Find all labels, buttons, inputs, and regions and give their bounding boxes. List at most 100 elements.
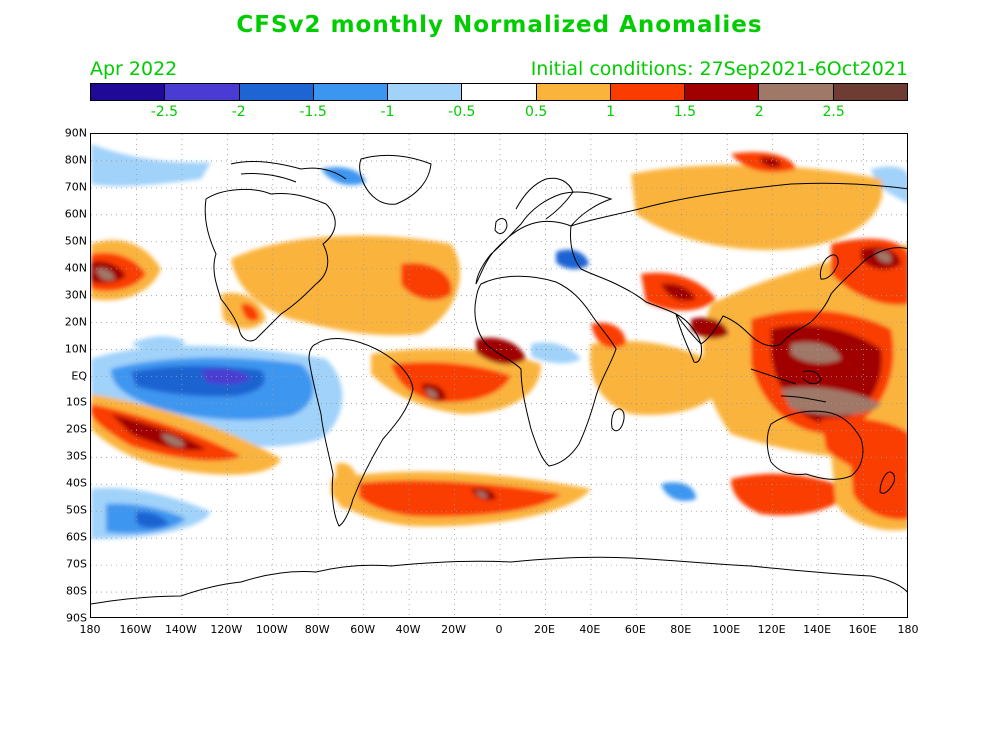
- latitude-label: 60S: [66, 530, 87, 544]
- neg-siberia: [871, 166, 907, 203]
- neg-polar-north-west: [91, 144, 211, 187]
- pos-west-pacific-brown-2: [781, 387, 881, 416]
- legend-label: 1: [606, 104, 615, 120]
- legend-swatch: [833, 84, 907, 100]
- legend-swatch: [536, 84, 611, 100]
- latitude-label: 40N: [64, 261, 87, 275]
- coast-japan: [819, 254, 839, 280]
- coast-new-zealand: [879, 471, 895, 494]
- coast-asia: [570, 182, 907, 347]
- legend-label: 0.5: [525, 104, 548, 120]
- coast-madagascar: [611, 408, 625, 432]
- map-canvas: [91, 134, 907, 617]
- legend-swatch: [91, 84, 166, 100]
- pos-gulf-guinea: [476, 337, 526, 365]
- longitude-label: 140E: [803, 623, 832, 636]
- longitude-label: 20E: [533, 623, 555, 636]
- latitude-label: 30S: [66, 449, 87, 463]
- color-legend-bar: [90, 83, 908, 101]
- pos-south-indian-far-red: [851, 462, 907, 520]
- neg-africa-east: [531, 342, 581, 364]
- longitude-label: 100E: [712, 623, 741, 636]
- latitude-label: 90N: [64, 126, 87, 140]
- pos-tropical-atlantic-red: [391, 362, 511, 403]
- neg-mid-pacific: [131, 336, 186, 351]
- longitude-label: 160W: [119, 623, 152, 636]
- graticule: [91, 134, 907, 617]
- longitude-label: 180: [897, 623, 919, 636]
- coast-australia: [766, 410, 864, 480]
- pos-south-indian-east: [731, 473, 851, 516]
- latitude-label: 20N: [64, 315, 87, 329]
- legend-label: -0.5: [448, 104, 476, 120]
- pos-arctic-core: [759, 157, 781, 168]
- pos-tropical-atlantic-brown: [426, 389, 438, 399]
- latitude-label: 50N: [64, 234, 87, 248]
- pos-indian-ocean: [590, 340, 731, 415]
- legend-swatch: [313, 84, 389, 100]
- pos-asia-north: [631, 164, 883, 250]
- legend-swatch: [388, 84, 463, 100]
- map-title: CFSv2 monthly Normalized Anomalies: [236, 12, 763, 38]
- coast-south-america: [308, 338, 414, 527]
- legend-swatch: [165, 84, 240, 100]
- latitude-label: 10S: [66, 395, 87, 409]
- longitude-label: 180: [79, 623, 101, 636]
- legend-label: 1.5: [673, 104, 697, 120]
- anomaly-shading: [91, 144, 907, 539]
- latitude-label: 80N: [64, 153, 87, 167]
- coast-british-isles: [494, 218, 508, 234]
- latitude-label: EQ: [71, 369, 87, 382]
- legend-label: 2: [754, 104, 764, 120]
- pos-north-pacific-brown: [876, 251, 892, 263]
- latitude-label: 30N: [64, 288, 87, 302]
- legend-label: -2: [231, 104, 246, 120]
- coast-india: [675, 313, 702, 363]
- longitude-label: 60E: [624, 623, 646, 636]
- coast-north-america: [204, 189, 336, 342]
- pos-north-atlantic-core: [401, 263, 452, 301]
- latitude-label: 40S: [66, 476, 87, 490]
- longitude-label: 100W: [255, 623, 288, 636]
- longitude-label: 20W: [441, 623, 466, 636]
- pos-north-atlantic: [231, 235, 460, 336]
- legend-swatch: [685, 84, 760, 100]
- initial-conditions: Initial conditions: 27Sep2021-6Oct2021: [530, 58, 908, 80]
- legend-swatch: [462, 84, 537, 100]
- pos-australia-east: [821, 417, 907, 476]
- longitude-label: 0: [495, 623, 503, 636]
- legend-label: -2.5: [150, 104, 179, 120]
- latitude-label: 90S: [66, 611, 87, 625]
- latitude-label: 60N: [64, 207, 87, 221]
- longitude-label: 80W: [304, 623, 330, 636]
- pos-south-pacific-east-brown: [161, 434, 185, 447]
- coast-greenland: [359, 154, 432, 205]
- coast-indonesia: [750, 368, 827, 403]
- pos-southern-ocean-brown: [476, 491, 488, 498]
- pos-south-america-south: [335, 463, 360, 510]
- neg-indian-south: [661, 482, 696, 501]
- longitude-label: 40E: [579, 623, 601, 636]
- legend-swatch: [759, 84, 834, 100]
- pos-arabian-dark: [661, 283, 696, 302]
- latitude-label: 70S: [66, 557, 87, 571]
- forecast-month: Apr 2022: [90, 58, 178, 80]
- latitude-label: 70N: [64, 180, 87, 194]
- pos-east-africa: [591, 322, 626, 348]
- latitude-label: 80S: [66, 584, 87, 598]
- pos-northeast-pacific-brown: [96, 268, 115, 281]
- longitude-label: 40W: [395, 623, 421, 636]
- legend-label: -1: [380, 104, 395, 120]
- latitude-label: 50S: [66, 503, 87, 517]
- longitude-label: 160E: [848, 623, 877, 636]
- neg-south-pacific-core: [136, 511, 169, 528]
- coast-scandinavia: [515, 177, 574, 220]
- longitude-label: 60W: [350, 623, 376, 636]
- neg-caspian: [556, 249, 589, 270]
- coast-antarctica: [91, 556, 907, 605]
- legend-label: 2.5: [822, 104, 845, 120]
- longitude-label: 120E: [757, 623, 786, 636]
- pos-west-pacific-brown-1: [791, 342, 841, 364]
- coast-europe: [475, 191, 613, 285]
- coast-arctic-islands: [230, 161, 347, 183]
